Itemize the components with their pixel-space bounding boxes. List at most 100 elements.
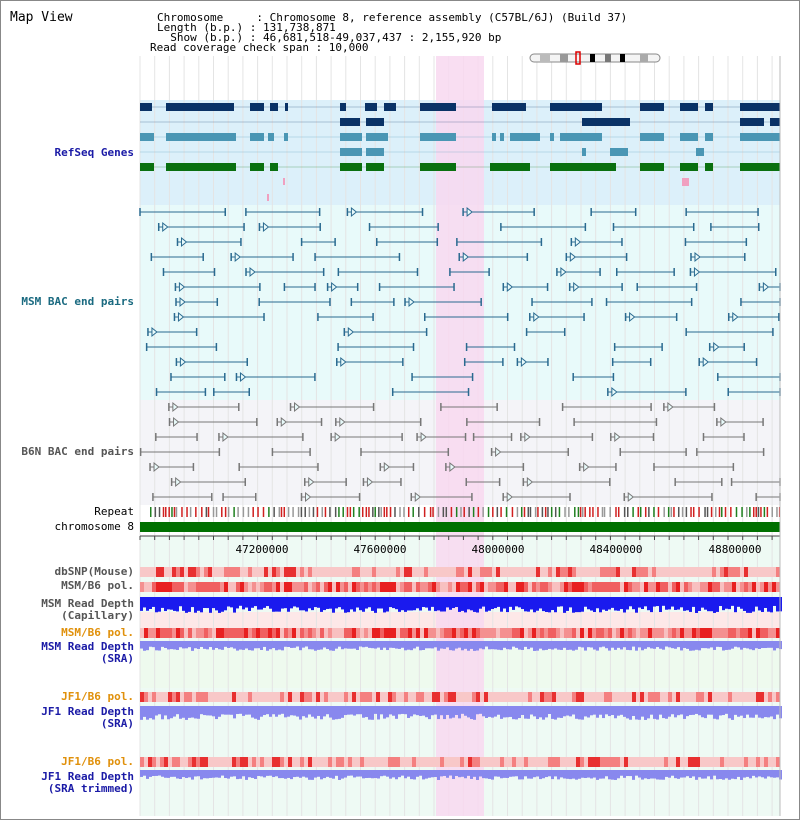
repeat-mark	[547, 507, 549, 517]
polymorphism-cell	[412, 582, 416, 592]
repeat-mark	[603, 507, 606, 517]
polymorphism-cell	[660, 692, 664, 702]
read-depth-bar	[182, 641, 185, 649]
read-depth-bar	[218, 597, 221, 613]
read-depth-bar	[407, 641, 410, 650]
read-depth-bar	[413, 706, 416, 715]
read-depth-bar	[752, 706, 755, 718]
read-depth-bar	[248, 706, 251, 715]
polymorphism-cell	[760, 692, 764, 702]
read-depth-bar	[329, 706, 332, 718]
read-depth-bar	[506, 770, 509, 778]
polymorphism-cell	[352, 567, 356, 577]
read-depth-bar	[314, 706, 317, 719]
polymorphism-cell	[496, 692, 500, 702]
polymorphism-cell	[188, 692, 192, 702]
read-depth-bar	[542, 706, 545, 720]
read-depth-bar	[281, 706, 284, 714]
refseq-gene	[365, 103, 377, 111]
msm-bac-arrow	[506, 281, 514, 293]
msm-bac-label: MSM BAC end pairs	[21, 295, 134, 308]
refseq-gene	[250, 163, 264, 171]
msm-bac-arrow	[178, 281, 186, 293]
read-depth-bar	[731, 597, 734, 606]
msm-bac-arrow	[611, 386, 618, 398]
read-depth-bar	[638, 641, 641, 648]
polymorphism-cell	[588, 582, 592, 592]
read-depth-bar	[470, 706, 473, 720]
polymorphism-cell	[268, 582, 272, 592]
polymorphism-cell	[556, 582, 560, 592]
repeat-mark	[746, 507, 748, 517]
read-depth-bar	[293, 641, 296, 648]
polymorphism-cell	[452, 567, 456, 577]
repeat-mark	[383, 507, 386, 517]
refseq-gene	[550, 103, 602, 111]
polymorphism-cell	[140, 582, 144, 592]
read-depth-bar	[761, 706, 764, 719]
read-depth-bar	[290, 597, 293, 609]
read-depth-bar	[608, 597, 611, 610]
polymorphism-cell	[552, 757, 556, 767]
polymorphism-cell	[224, 692, 228, 702]
read-depth-bar	[722, 706, 725, 716]
msm-bac-arrow	[408, 296, 415, 308]
read-depth-bar	[290, 706, 293, 716]
polymorphism-cell	[496, 582, 500, 592]
read-depth-bar	[455, 597, 458, 608]
polymorphism-cell	[152, 757, 156, 767]
polymorphism-cell	[564, 757, 568, 767]
polymorphism-cell	[396, 757, 400, 767]
read-depth-bar	[764, 641, 767, 649]
read-depth-bar	[356, 706, 359, 715]
read-depth-bar	[758, 597, 761, 611]
polymorphism-cell	[292, 567, 296, 577]
read-depth-bar	[260, 770, 263, 777]
read-depth-bar	[164, 597, 167, 612]
polymorphism-cell	[424, 692, 428, 702]
b6n-bac-arrow	[172, 401, 179, 413]
polymorphism-cell	[616, 692, 620, 702]
read-depth-bar	[296, 641, 299, 647]
polymorphism-cell	[480, 692, 484, 702]
read-depth-bar	[683, 770, 686, 778]
read-depth-bar	[350, 641, 353, 649]
read-depth-bar	[254, 641, 257, 649]
read-depth-bar	[179, 641, 182, 648]
polymorphism-cell	[328, 757, 332, 767]
polymorphism-cell	[220, 757, 224, 767]
polymorphism-cell	[664, 567, 668, 577]
read-depth-bar	[179, 770, 182, 780]
refseq-gene	[340, 133, 362, 141]
polymorphism-cell	[740, 628, 744, 638]
polymorphism-cell	[576, 628, 580, 638]
read-depth-bar	[332, 641, 335, 651]
read-depth-bar	[308, 706, 311, 715]
read-depth-bar	[404, 597, 407, 612]
repeat-mark	[617, 507, 620, 517]
read-depth-bar	[194, 706, 197, 719]
polymorphism-cell	[248, 582, 252, 592]
read-depth-bar	[575, 641, 578, 650]
chromosome-label: chromosome 8	[54, 520, 134, 533]
read-depth-bar	[431, 597, 434, 607]
read-depth-bar	[605, 597, 608, 611]
read-depth-bar	[557, 597, 560, 607]
repeat-mark	[175, 507, 178, 517]
polymorphism-cell	[568, 757, 572, 767]
msm-bac-arrow	[693, 266, 701, 278]
repeat-mark	[403, 507, 405, 517]
polymorphism-cell	[628, 582, 632, 592]
highlight-region	[436, 56, 484, 816]
polymorphism-cell	[316, 757, 320, 767]
b6n-bac-arrow	[495, 446, 502, 458]
b6n-bac-arrow	[153, 461, 160, 473]
polymorphism-cell	[260, 692, 264, 702]
msm-bac-arrow	[239, 371, 247, 383]
read-depth-bar	[569, 770, 572, 780]
read-depth-bar	[656, 706, 659, 720]
read-depth-bar	[404, 641, 407, 651]
read-depth-bar	[164, 706, 167, 716]
polymorphism-cell	[356, 567, 360, 577]
